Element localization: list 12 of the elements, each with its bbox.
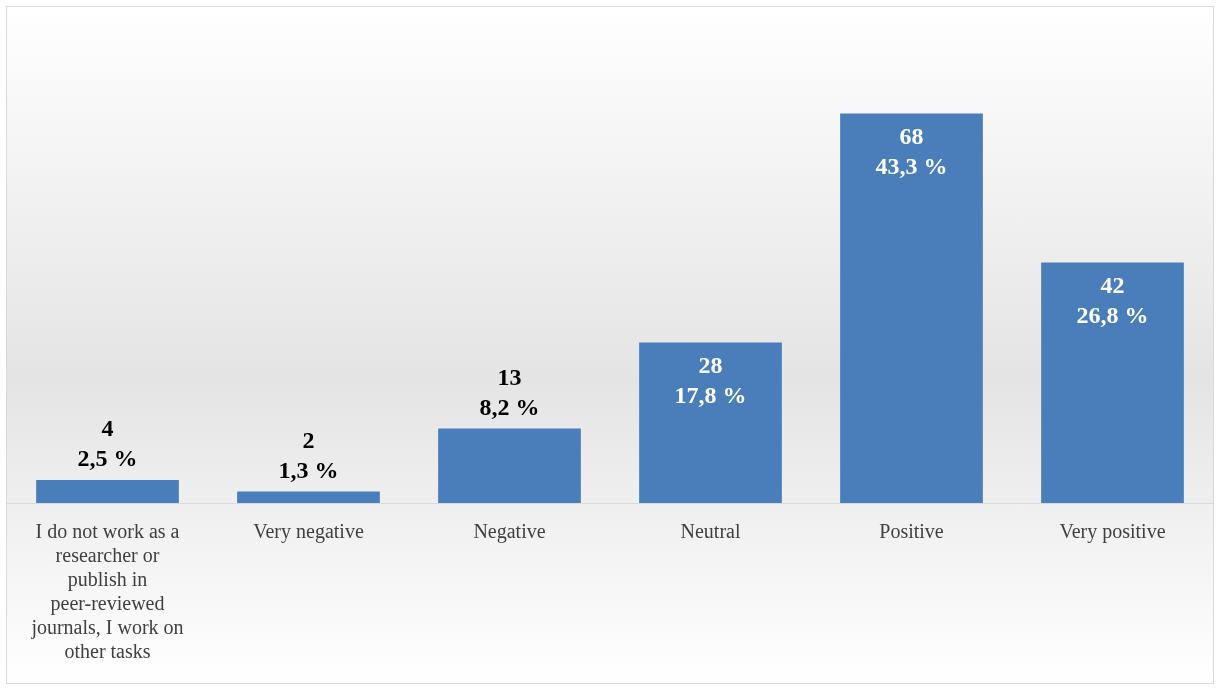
- x-tick-label: Negative: [473, 520, 546, 544]
- x-tick-label: Very negative: [253, 520, 364, 544]
- data-label: 13 8,2 %: [479, 363, 540, 420]
- data-label: 42 26,8 %: [1076, 271, 1149, 328]
- data-label: 28 17,8 %: [674, 351, 747, 408]
- x-tick-label: Neutral: [680, 520, 741, 543]
- data-label: 2 1,3 %: [278, 426, 339, 483]
- x-tick-label: Positive: [879, 520, 944, 543]
- x-tick-label: I do not work as a researcher or publish in peer-reviewed journals, I work on other tasks: [30, 520, 184, 663]
- x-tick-label: Very positive: [1059, 520, 1166, 544]
- data-label: 4 2,5 %: [77, 415, 138, 472]
- data-label: 68 43,3 %: [875, 122, 948, 179]
